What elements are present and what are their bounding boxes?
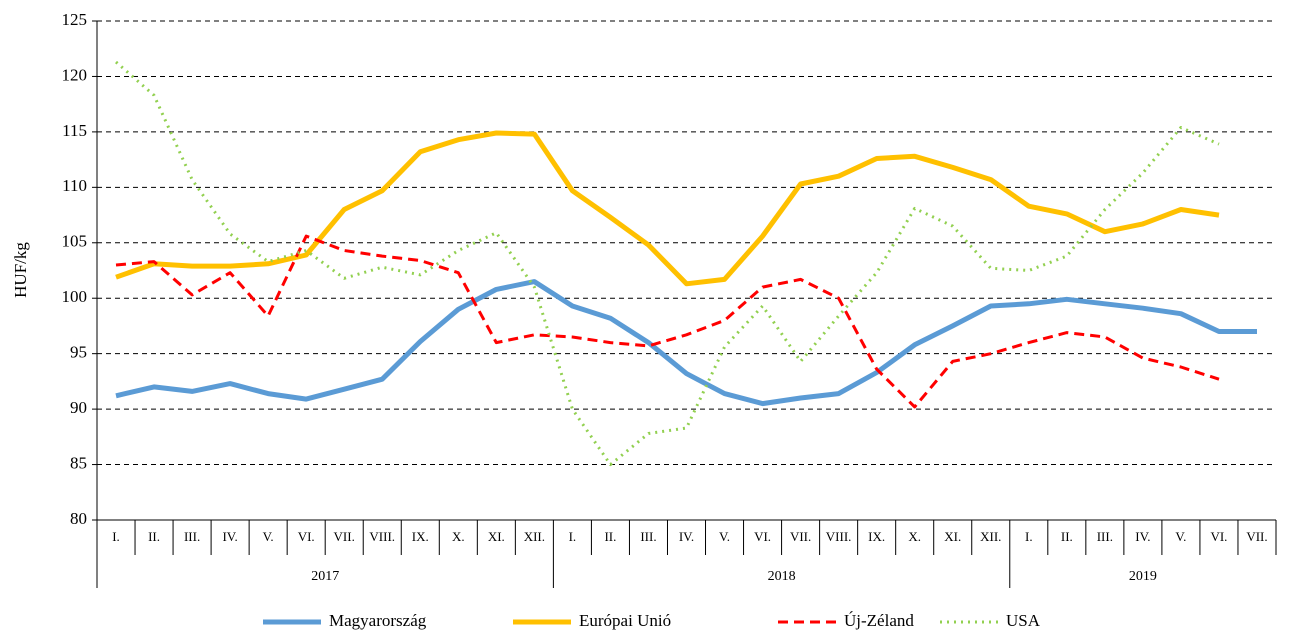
- x-tick-label: V.: [263, 529, 274, 544]
- x-tick-label: IX.: [868, 529, 885, 544]
- series-line: [115, 279, 1257, 407]
- series-line: [115, 130, 1220, 287]
- x-tick-label: VIII.: [369, 529, 395, 544]
- legend-label: Új-Zéland: [844, 611, 914, 630]
- y-tick-label: 85: [70, 453, 87, 472]
- y-tick-label: 105: [62, 232, 88, 251]
- x-tick-label: III.: [184, 529, 200, 544]
- y-tick-label: 90: [70, 398, 87, 417]
- x-tick-label: VII.: [1246, 529, 1267, 544]
- y-tick-label: 120: [62, 65, 88, 84]
- x-tick-label: VII.: [790, 529, 811, 544]
- y-tick-label: 125: [62, 10, 88, 29]
- x-tick-label: IV.: [222, 529, 237, 544]
- y-tick-label: 100: [62, 287, 88, 306]
- x-tick-label: XII.: [980, 529, 1001, 544]
- x-tick-label: VI.: [754, 529, 771, 544]
- x-tick-label: X.: [452, 529, 465, 544]
- x-tick-label: IX.: [412, 529, 429, 544]
- x-tick-label: XII.: [524, 529, 545, 544]
- x-tick-label: I.: [1025, 529, 1033, 544]
- x-tick-label: I.: [569, 529, 577, 544]
- legend-label: USA: [1006, 611, 1041, 630]
- x-tick-label: XI.: [488, 529, 505, 544]
- x-tick-label: V.: [719, 529, 730, 544]
- x-tick-label: VI.: [1210, 529, 1227, 544]
- y-tick-label: 115: [62, 121, 87, 140]
- x-tick-label: XI.: [944, 529, 961, 544]
- x-tick-label: IV.: [1135, 529, 1150, 544]
- x-tick-label: I.: [112, 529, 120, 544]
- group-label: 2017: [311, 569, 339, 584]
- series-line: [115, 234, 1220, 409]
- x-tick-label: V.: [1175, 529, 1186, 544]
- group-label: 2018: [768, 569, 796, 584]
- x-tick-label: III.: [1097, 529, 1113, 544]
- x-tick-label: VIII.: [826, 529, 852, 544]
- group-label: 2019: [1129, 569, 1157, 584]
- y-tick-label: 80: [70, 509, 87, 528]
- x-tick-label: II.: [604, 529, 616, 544]
- legend-label: Magyarország: [329, 611, 427, 630]
- y-axis-label: HUF/kg: [11, 242, 30, 298]
- legend-label: Európai Unió: [579, 611, 671, 630]
- x-tick-label: IV.: [679, 529, 694, 544]
- x-tick-label: II.: [148, 529, 160, 544]
- y-tick-label: 110: [62, 176, 87, 195]
- x-tick-label: II.: [1061, 529, 1073, 544]
- x-tick-label: VII.: [334, 529, 355, 544]
- x-tick-label: X.: [908, 529, 921, 544]
- x-tick-label: III.: [640, 529, 656, 544]
- y-tick-label: 95: [70, 343, 87, 362]
- x-tick-label: VI.: [298, 529, 315, 544]
